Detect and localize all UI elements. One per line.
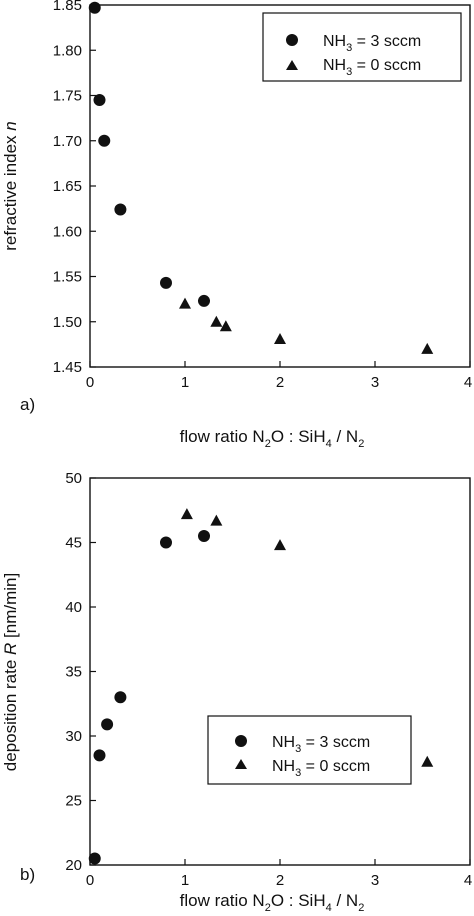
- ytick-label-a-8: 1.85: [53, 0, 82, 14]
- xtick-label-b-1: 1: [181, 872, 189, 889]
- ytick-label-a-3: 1.60: [53, 223, 82, 240]
- legend-b-circle-marker: [235, 735, 247, 747]
- point-a-s0-0: [88, 1, 101, 14]
- xlabel-a-sub1: 2: [265, 438, 271, 450]
- xtick-label-b-4: 4: [464, 872, 472, 889]
- point-b-s1-2: [274, 539, 286, 551]
- xtick-label-a-0: 0: [86, 374, 94, 391]
- ytick-label-a-2: 1.55: [53, 269, 82, 286]
- ylabel-b-text: deposition rate: [1, 655, 20, 771]
- panel-a-chart: 1.45 1.50 1.55 1.60 1.65 1.70 1.75 1.80 1.85 0 1 2…: [1, 0, 472, 450]
- point-b-s0-5: [198, 530, 210, 543]
- legend-b-entry-1: NH3 = 0 sccm: [272, 758, 370, 779]
- xlabel-b: flow ratio N2O : SiH4 / N2: [180, 891, 365, 914]
- legend-a-triangle-marker: [286, 60, 298, 70]
- point-b-s0-2: [101, 718, 114, 731]
- ytick-label-b-3: 35: [65, 664, 82, 681]
- legend-a: NH3 = 3 sccm NH3 = 0 sccm: [262, 12, 462, 82]
- xlabel-a-sub2: 4: [326, 438, 332, 450]
- point-b-s1-0: [180, 508, 193, 520]
- xlabel-b-part1: flow ratio N: [180, 891, 265, 910]
- ytick-label-a-6: 1.75: [53, 88, 82, 105]
- legend-b-box: [207, 715, 412, 785]
- panel-b-chart: 20 25 30 35 40 45 50 0 1 2 3 4 deposition rate R […: [1, 470, 472, 914]
- xlabel-a-part2: O : SiH: [271, 427, 326, 446]
- xtick-label-b-3: 3: [371, 872, 379, 889]
- xlabel-a-part1: flow ratio N: [180, 427, 265, 446]
- ytick-label-b-5: 45: [65, 535, 82, 552]
- ytick-label-b-0: 20: [65, 857, 82, 874]
- ytick-label-b-6: 50: [65, 470, 82, 487]
- xtick-label-b-2: 2: [276, 872, 284, 889]
- xlabel-a-part3: / N: [332, 427, 358, 446]
- ylabel-b-italic: R: [1, 643, 20, 655]
- xtick-label-a-2: 2: [276, 374, 284, 391]
- ytick-label-a-7: 1.80: [53, 42, 82, 59]
- point-a-s0-3: [114, 203, 127, 216]
- ytick-label-a-4: 1.65: [53, 178, 82, 195]
- ytick-label-a-1: 1.50: [53, 314, 82, 331]
- xtick-label-a-3: 3: [371, 374, 379, 391]
- point-a-s0-1: [93, 94, 106, 107]
- point-a-s1-2: [219, 320, 232, 332]
- point-b-s0-3: [114, 691, 127, 704]
- legend-a-entry-1: NH3 = 0 sccm: [323, 57, 421, 78]
- xlabel-b-sub2: 4: [326, 902, 332, 914]
- ytick-label-a-0: 1.45: [53, 359, 82, 376]
- ylabel-a-text: refractive index: [1, 131, 20, 251]
- ytick-label-b-4: 40: [65, 599, 82, 616]
- point-a-s0-5: [198, 294, 210, 307]
- point-a-s1-0: [179, 297, 191, 309]
- ylabel-b: deposition rate R [nm/min]: [1, 573, 20, 771]
- xlabel-b-sub3: 2: [358, 902, 364, 914]
- legend-a-entry-0: NH3 = 3 sccm: [323, 33, 421, 54]
- panel-label-a: a): [20, 395, 35, 414]
- xtick-label-a-4: 4: [464, 374, 472, 391]
- xlabel-a: flow ratio N2O : SiH4 / N2: [180, 427, 365, 450]
- ytick-label-b-2: 30: [65, 728, 82, 745]
- plot-frame-b: [89, 477, 471, 866]
- point-a-s1-4: [421, 342, 434, 354]
- legend-a-circle-marker: [286, 34, 298, 46]
- legend-b: NH3 = 3 sccm NH3 = 0 sccm: [207, 715, 412, 785]
- point-b-s1-1: [210, 514, 223, 526]
- legend-b-entry-0: NH3 = 3 sccm: [272, 734, 370, 755]
- xlabel-a-sub3: 2: [358, 438, 364, 450]
- legend-b-triangle-marker: [235, 759, 247, 769]
- xlabel-b-sub1: 2: [265, 902, 271, 914]
- ytick-label-b-1: 25: [65, 793, 82, 810]
- xtick-label-b-0: 0: [86, 872, 94, 889]
- ylabel-b-unit: [nm/min]: [1, 573, 20, 643]
- panel-label-b: b): [20, 865, 35, 884]
- xtick-label-a-1: 1: [181, 374, 189, 391]
- point-b-s0-4: [160, 536, 172, 549]
- point-b-s0-0: [88, 852, 101, 865]
- point-a-s0-4: [160, 276, 172, 289]
- xlabel-b-part2: O : SiH: [271, 891, 326, 910]
- point-a-s1-1: [210, 315, 223, 327]
- xlabel-b-part3: / N: [332, 891, 358, 910]
- ylabel-a: refractive index n: [1, 121, 20, 250]
- ylabel-a-italic: n: [1, 121, 20, 130]
- point-b-s1-3: [421, 755, 434, 767]
- point-a-s1-3: [274, 332, 286, 344]
- point-a-s0-2: [98, 134, 111, 147]
- point-b-s0-1: [93, 749, 106, 762]
- ytick-label-a-5: 1.70: [53, 133, 82, 150]
